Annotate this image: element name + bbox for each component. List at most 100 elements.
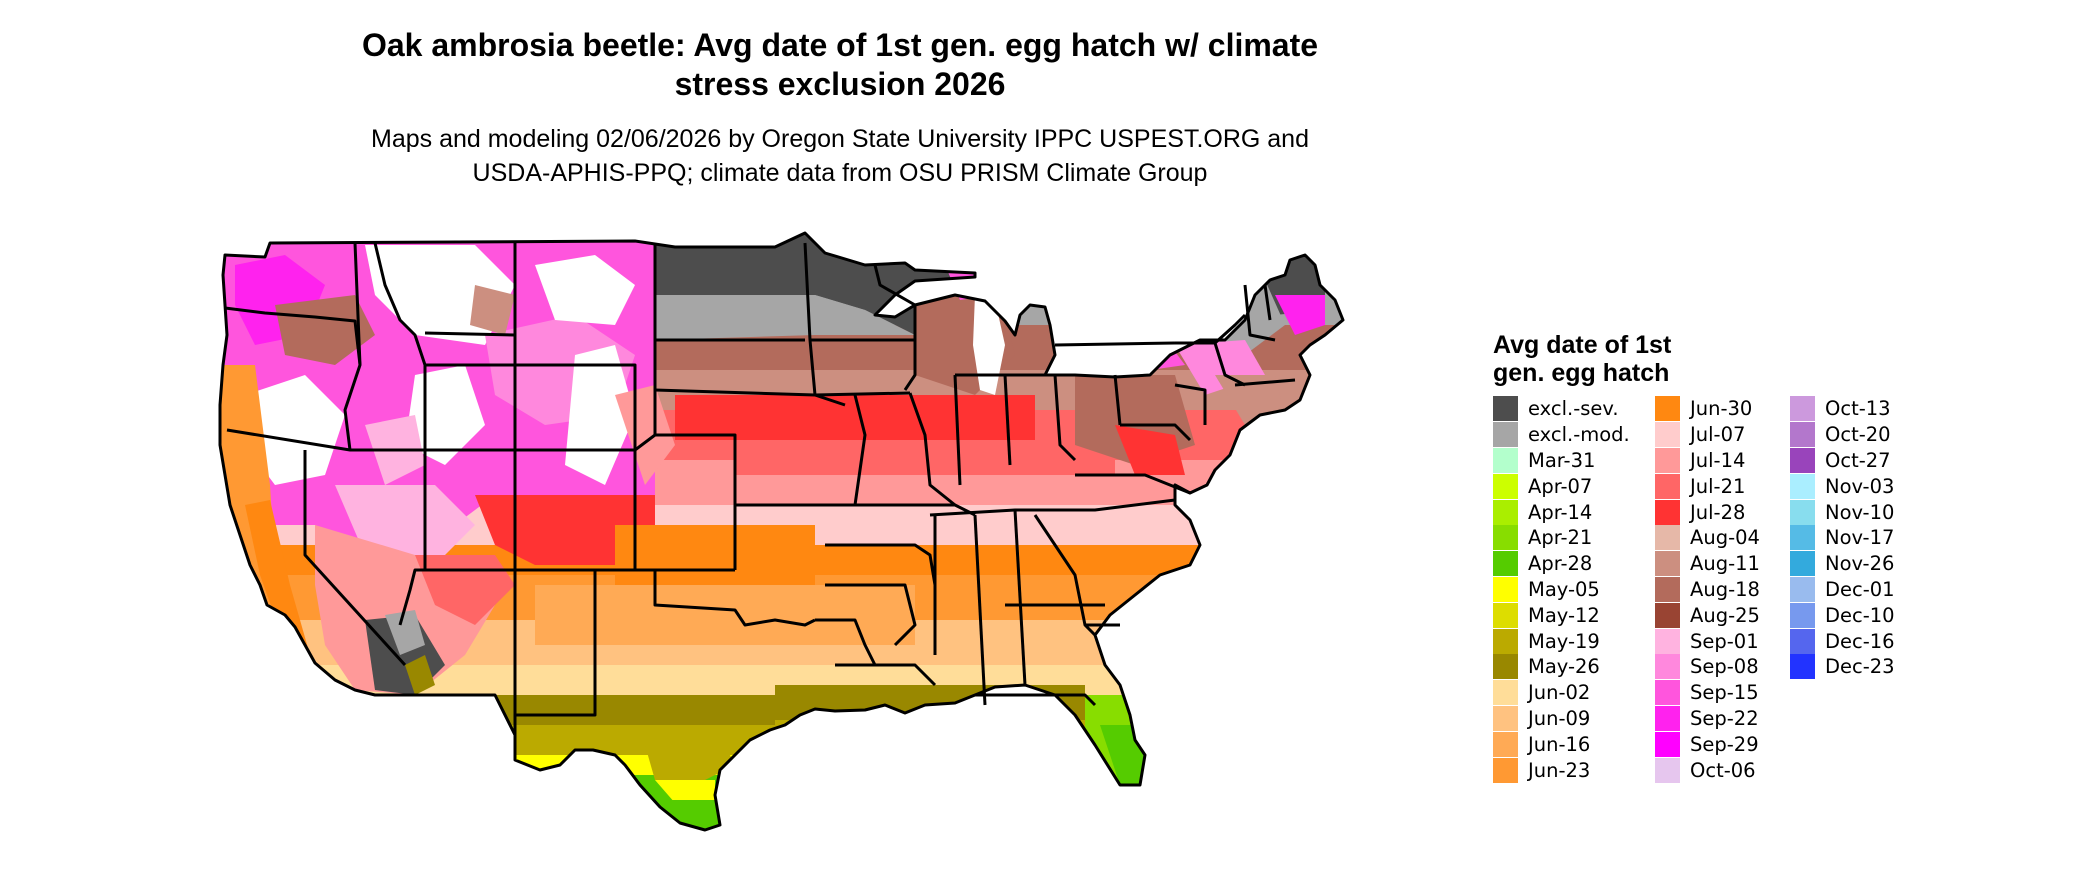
legend-item: Oct-20 bbox=[1790, 422, 1895, 448]
legend-swatch bbox=[1655, 499, 1680, 525]
legend-item: Mar-31 bbox=[1493, 447, 1630, 474]
legend-label: Oct-20 bbox=[1825, 423, 1891, 447]
legend-label: Sep-08 bbox=[1690, 655, 1759, 679]
legend-item: excl.-sev. bbox=[1493, 396, 1630, 422]
legend-item: Jun-30 bbox=[1655, 396, 1760, 422]
legend-label: Dec-10 bbox=[1825, 603, 1895, 627]
legend-item: Jun-02 bbox=[1493, 680, 1630, 706]
legend-label: Sep-22 bbox=[1690, 706, 1759, 730]
map-title-line-2: stress exclusion 2026 bbox=[674, 66, 1006, 102]
legend-swatch bbox=[1655, 525, 1680, 551]
legend-swatch bbox=[1790, 396, 1815, 422]
legend-label: Jul-21 bbox=[1690, 474, 1746, 498]
legend-label: Apr-07 bbox=[1528, 474, 1593, 498]
map-subtitle-line-2: USDA-APHIS-PPQ; climate data from OSU PR… bbox=[472, 159, 1208, 187]
legend-label: May-12 bbox=[1528, 603, 1600, 627]
legend-swatch bbox=[1493, 757, 1518, 783]
legend-label: May-26 bbox=[1528, 655, 1600, 679]
legend-title-line-1: Avg date of 1st bbox=[1493, 331, 1672, 359]
legend-swatch bbox=[1493, 447, 1518, 473]
legend-label: Oct-13 bbox=[1825, 397, 1891, 421]
legend-swatch bbox=[1493, 396, 1518, 422]
legend-label: Aug-11 bbox=[1690, 552, 1760, 576]
legend-label: excl.-sev. bbox=[1528, 397, 1619, 421]
legend-label: Dec-01 bbox=[1825, 577, 1895, 601]
legend-swatch bbox=[1655, 396, 1680, 422]
legend-item: Apr-07 bbox=[1493, 473, 1630, 499]
legend-label: Jun-30 bbox=[1690, 397, 1753, 421]
legend-item: Sep-22 bbox=[1655, 705, 1760, 732]
legend-swatch bbox=[1790, 602, 1815, 628]
legend-label: Aug-25 bbox=[1690, 603, 1760, 627]
legend-swatch bbox=[1790, 473, 1815, 499]
legend-swatch bbox=[1790, 654, 1815, 680]
legend-item: Oct-13 bbox=[1790, 396, 1895, 422]
legend-swatch bbox=[1493, 602, 1518, 628]
legend-swatch bbox=[1790, 628, 1815, 654]
legend-swatch bbox=[1655, 422, 1680, 448]
legend-item: Sep-08 bbox=[1655, 654, 1760, 680]
hatch-date-surface bbox=[220, 233, 1343, 830]
legend-swatch bbox=[1790, 447, 1815, 473]
legend-item: excl.-mod. bbox=[1493, 422, 1630, 448]
legend-swatch bbox=[1493, 576, 1518, 602]
legend-label: Nov-10 bbox=[1825, 500, 1895, 524]
legend-item: Apr-28 bbox=[1493, 551, 1630, 577]
legend-item: Oct-06 bbox=[1655, 757, 1760, 783]
legend-item: Jun-09 bbox=[1493, 705, 1630, 732]
legend-item: Jul-07 bbox=[1655, 422, 1760, 448]
legend-label: Nov-26 bbox=[1825, 552, 1895, 576]
legend-swatch bbox=[1655, 576, 1680, 602]
legend-label: Jul-07 bbox=[1690, 423, 1746, 447]
legend-swatch bbox=[1790, 576, 1815, 602]
legend-item: Sep-29 bbox=[1655, 731, 1760, 757]
legend-label: Apr-14 bbox=[1528, 500, 1593, 524]
legend-swatch bbox=[1493, 654, 1518, 680]
legend-swatch bbox=[1655, 680, 1680, 706]
legend-swatch bbox=[1655, 705, 1680, 731]
legend-swatch bbox=[1493, 731, 1518, 757]
legend-swatch bbox=[1790, 499, 1815, 525]
legend-swatch bbox=[1493, 525, 1518, 551]
legend-item: Jul-21 bbox=[1655, 473, 1760, 499]
legend-item: Apr-14 bbox=[1493, 499, 1630, 525]
legend-item: Dec-16 bbox=[1790, 628, 1895, 654]
legend-swatch bbox=[1655, 757, 1680, 783]
legend-swatch bbox=[1655, 628, 1680, 654]
legend-item: Aug-25 bbox=[1655, 602, 1760, 628]
legend-label: Aug-04 bbox=[1690, 526, 1760, 550]
legend-item: Oct-27 bbox=[1790, 447, 1895, 474]
legend-item: Dec-23 bbox=[1790, 654, 1895, 680]
legend-item: Sep-01 bbox=[1655, 628, 1760, 654]
legend-label: May-05 bbox=[1528, 577, 1600, 601]
legend-label: Sep-29 bbox=[1690, 732, 1759, 756]
legend-item: May-12 bbox=[1493, 602, 1630, 628]
legend-item: Apr-21 bbox=[1493, 525, 1630, 551]
legend-label: Jun-23 bbox=[1528, 758, 1591, 782]
map-title-line-1: Oak ambrosia beetle: Avg date of 1st gen… bbox=[361, 27, 1319, 63]
legend-item: Aug-04 bbox=[1655, 525, 1760, 551]
legend-label: Nov-03 bbox=[1825, 474, 1895, 498]
legend-swatch bbox=[1655, 447, 1680, 473]
legend-item: May-19 bbox=[1493, 628, 1630, 654]
legend-swatch bbox=[1790, 525, 1815, 551]
legend-label: Oct-06 bbox=[1690, 758, 1756, 782]
legend-swatch bbox=[1493, 705, 1518, 731]
state-boundaries bbox=[218, 231, 1345, 832]
legend-item: Aug-18 bbox=[1655, 576, 1760, 603]
legend-label: Aug-18 bbox=[1690, 577, 1760, 601]
legend-title-line-2: gen. egg hatch bbox=[1493, 359, 1670, 387]
legend-label: Jun-09 bbox=[1528, 706, 1591, 730]
legend-item: Jul-28 bbox=[1655, 499, 1760, 525]
legend-column-3: Oct-13 Oct-20 Oct-27 Nov-03 Nov-10 Nov-17 Nov-… bbox=[1790, 396, 1895, 680]
legend-item: Dec-01 bbox=[1790, 576, 1895, 603]
legend-label: Jul-14 bbox=[1690, 448, 1746, 472]
legend-label: Sep-15 bbox=[1690, 681, 1759, 705]
legend-swatch bbox=[1790, 551, 1815, 577]
legend-swatch bbox=[1655, 654, 1680, 680]
legend-swatch bbox=[1655, 551, 1680, 577]
legend-swatch bbox=[1493, 422, 1518, 448]
legend-label: Apr-28 bbox=[1528, 552, 1593, 576]
legend-item: Jun-23 bbox=[1493, 757, 1630, 783]
map-subtitle-line-1: Maps and modeling 02/06/2026 by Oregon S… bbox=[371, 125, 1309, 153]
